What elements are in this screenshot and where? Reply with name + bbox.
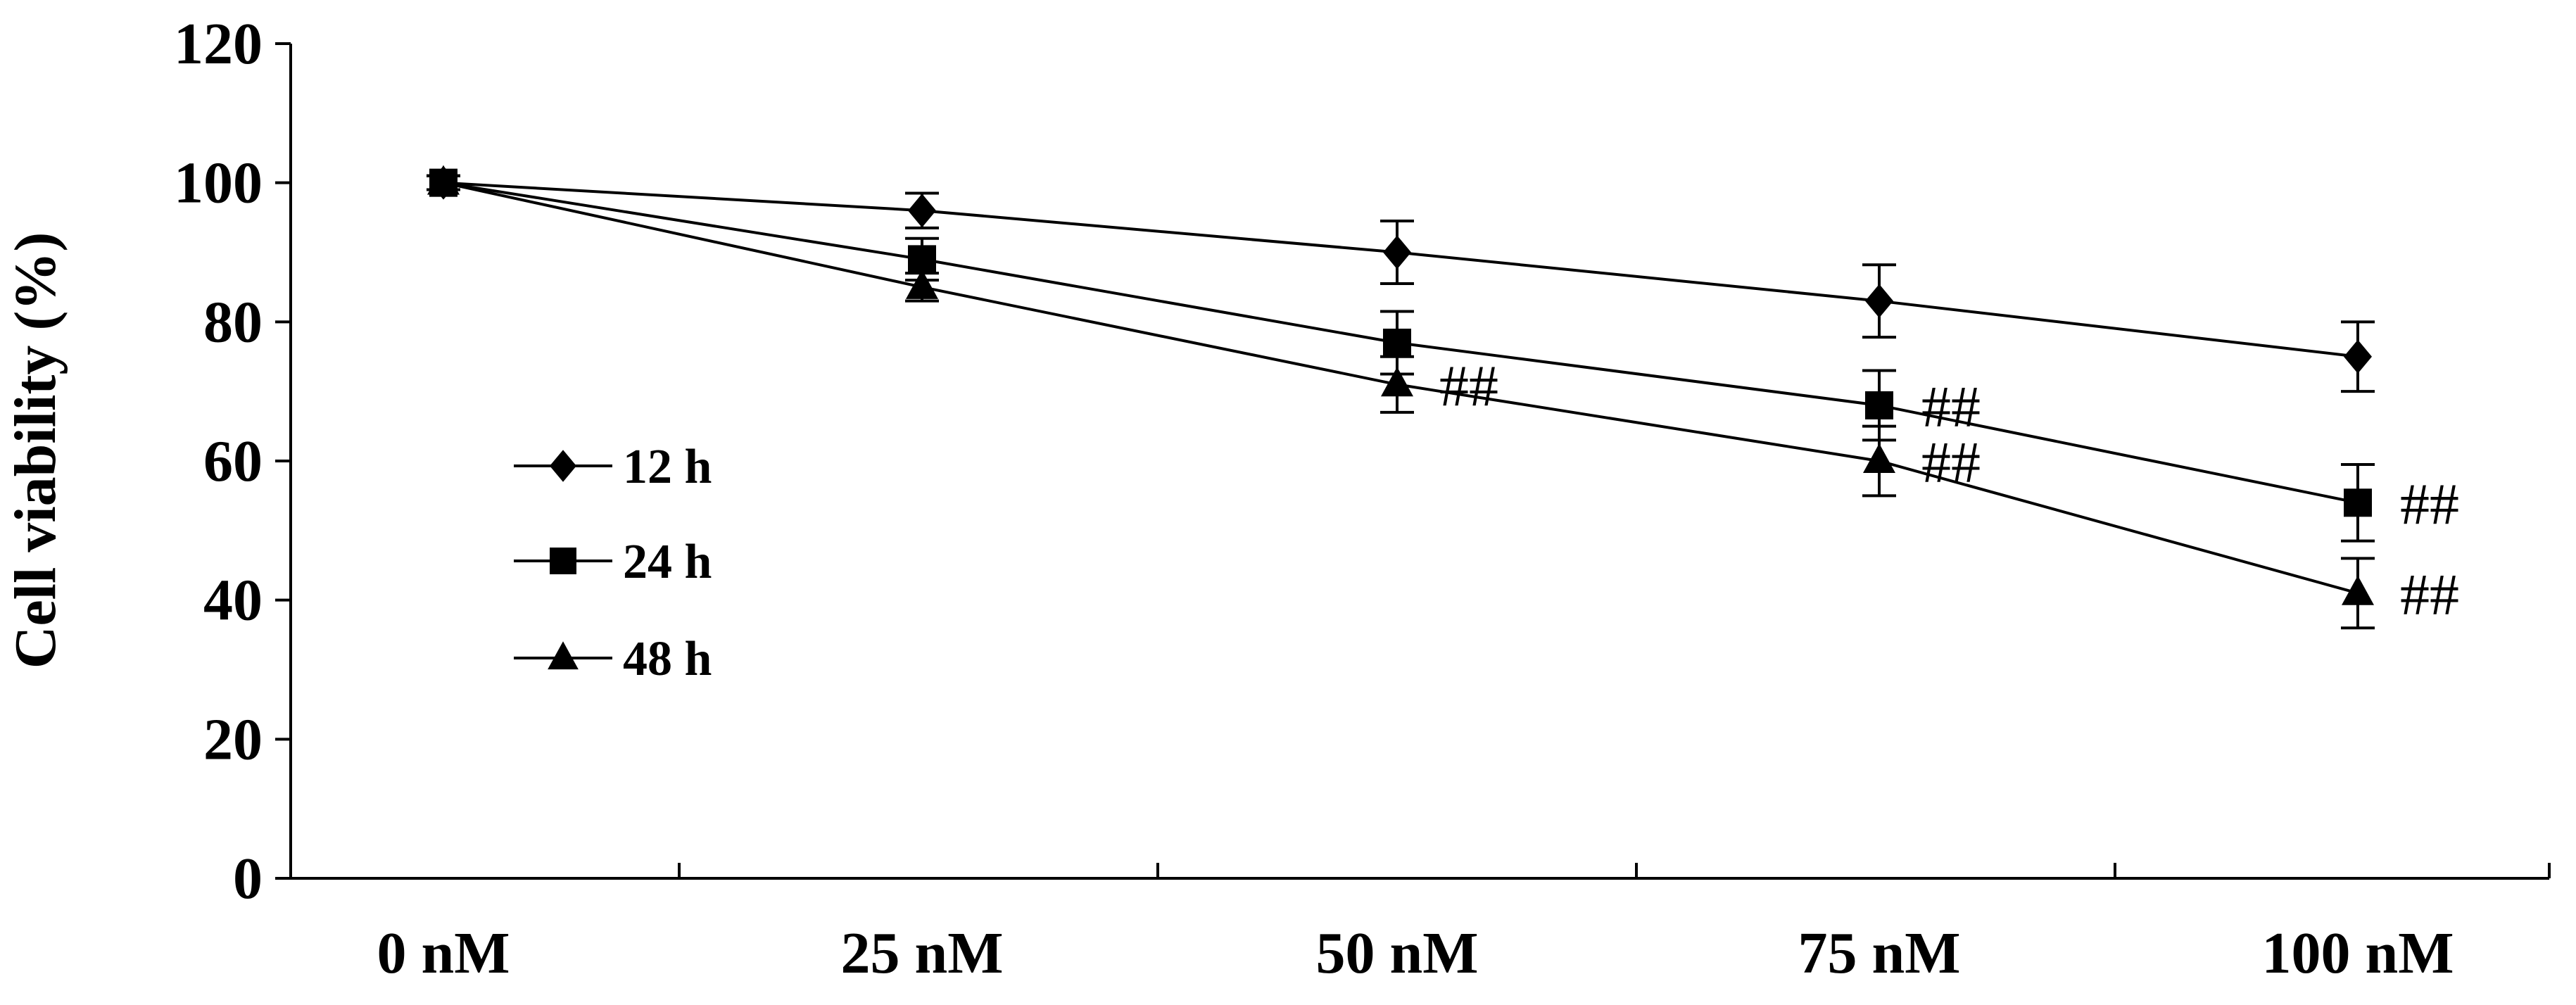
x-tick-label: 100 nM xyxy=(2262,921,2454,986)
square-marker xyxy=(1383,328,1411,357)
legend-label: 24 h xyxy=(623,535,712,589)
diamond-marker xyxy=(550,450,576,482)
triangle-marker xyxy=(1381,367,1413,397)
series-48-h xyxy=(427,165,2375,630)
significance-mark: ## xyxy=(1921,430,1981,495)
y-axis-ticks: 0 20 40 60 80 100 120 xyxy=(174,11,291,911)
annotations: ## ######## xyxy=(1439,353,2459,628)
significance-mark: ## xyxy=(1921,374,1981,440)
triangle-marker xyxy=(1863,443,1895,473)
series-layer xyxy=(427,165,2375,630)
x-axis-ticks: 0 nM 25 nM 50 nM 75 nM 100 nM xyxy=(377,863,2551,986)
y-tick-label: 40 xyxy=(203,568,263,633)
y-tick-label: 100 xyxy=(174,151,263,216)
square-marker xyxy=(908,245,936,274)
triangle-marker xyxy=(906,269,938,299)
triangle-marker xyxy=(548,641,579,670)
x-tick-label: 75 nM xyxy=(1798,921,1961,986)
series-24-h xyxy=(427,168,2375,543)
x-tick-label: 0 nM xyxy=(377,921,510,986)
diamond-marker xyxy=(908,194,936,228)
x-tick-label: 25 nM xyxy=(841,921,1004,986)
legend-label: 12 h xyxy=(623,440,712,494)
significance-mark: ## xyxy=(1439,353,1498,419)
y-tick-label: 80 xyxy=(203,289,263,355)
square-marker xyxy=(550,548,576,574)
legend-item: 12 h xyxy=(514,440,712,494)
y-tick-label: 60 xyxy=(203,429,263,494)
legend-item: 48 h xyxy=(514,632,712,686)
square-marker xyxy=(2344,488,2372,517)
x-tick-label: 50 nM xyxy=(1316,921,1479,986)
triangle-marker xyxy=(427,165,460,195)
diamond-marker xyxy=(1383,235,1411,270)
y-tick-label: 20 xyxy=(203,707,263,772)
y-axis-title: Cell viability (%) xyxy=(3,232,68,669)
square-marker xyxy=(1865,391,1893,419)
significance-mark: ## xyxy=(2400,562,2459,628)
legend: 12 h 24 h 48 h xyxy=(514,440,712,686)
significance-mark: ## xyxy=(2400,472,2459,537)
diamond-marker xyxy=(1865,284,1893,318)
diamond-marker xyxy=(2344,339,2372,374)
legend-label: 48 h xyxy=(623,632,712,686)
y-tick-label: 120 xyxy=(174,11,263,77)
y-tick-label: 0 xyxy=(233,846,263,911)
legend-item: 24 h xyxy=(514,535,712,589)
triangle-marker xyxy=(2342,575,2374,605)
